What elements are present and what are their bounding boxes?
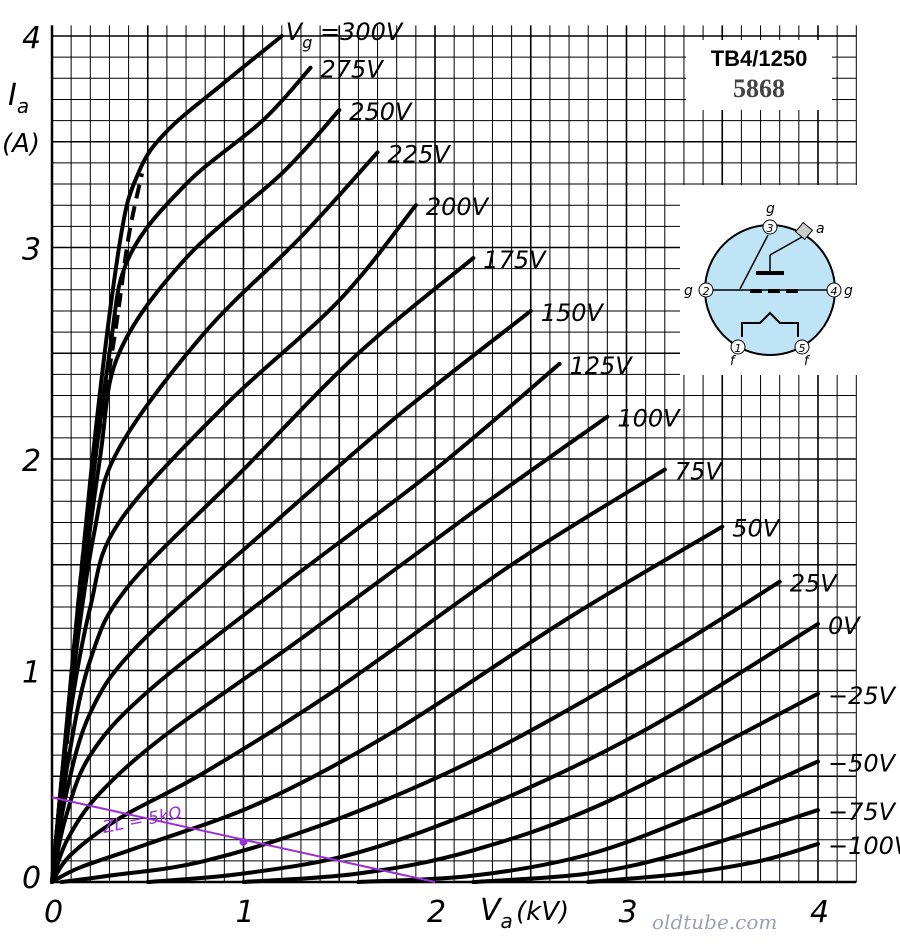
series-line xyxy=(471,808,820,884)
pin-5-circle xyxy=(794,339,810,355)
series-label: 150V xyxy=(541,299,605,327)
series-label: 200V xyxy=(426,193,490,221)
x-axis-unit: (kV) xyxy=(516,897,569,927)
series-line xyxy=(50,150,380,884)
tube-pinout-diagram: 3 2 4 1 5 f g g a g f xyxy=(680,185,860,375)
pinout-svg: 3 2 4 1 5 f g g a g f xyxy=(684,201,853,369)
series-label: 250V xyxy=(349,98,413,126)
series-line xyxy=(59,579,782,884)
series-label: 175V xyxy=(483,246,547,274)
series-line xyxy=(145,621,820,884)
anode-label: a xyxy=(816,221,825,237)
tick-labels: 0 1 2 3 4 0 1 2 3 4 xyxy=(22,21,829,930)
series-label: 125V xyxy=(569,352,633,380)
series-label: 0V xyxy=(828,612,861,640)
x-tick-label: 4 xyxy=(810,895,829,930)
tube-title-box: TB4/1250 5868 xyxy=(686,40,832,110)
tube-subtitle: 5868 xyxy=(733,74,785,103)
x-axis-label: Va xyxy=(480,893,513,933)
y-tick-label: 0 xyxy=(22,861,41,896)
series-label: 75V xyxy=(675,458,724,486)
pin-5-number: 5 xyxy=(799,342,806,355)
series-line xyxy=(50,414,610,884)
knee-envelope xyxy=(63,173,144,766)
y-axis-unit: (A) xyxy=(2,129,40,159)
series-label: 50V xyxy=(732,515,781,543)
series-label: −50V xyxy=(828,749,897,777)
anode-cap-icon xyxy=(794,221,814,241)
pin-1-number: 1 xyxy=(735,342,742,355)
anode-lead-out xyxy=(769,236,803,256)
series-label: Vg =300V xyxy=(286,18,404,52)
filament xyxy=(741,311,799,337)
plate-curves xyxy=(50,34,820,884)
pin-1-label: f xyxy=(730,354,737,369)
y-axis-label: Ia xyxy=(8,78,29,118)
series-line xyxy=(50,308,533,884)
x-tick-label: 1 xyxy=(236,895,255,930)
pin-4-circle xyxy=(826,282,842,298)
y-tick-label: 2 xyxy=(22,444,41,479)
pin-5-label: f xyxy=(804,354,811,369)
series-line xyxy=(356,759,820,884)
grid-lead-top xyxy=(739,234,769,290)
series-label: −25V xyxy=(828,682,897,710)
pin-3-circle xyxy=(762,219,778,235)
series-line xyxy=(50,467,667,884)
y-tick-label: 3 xyxy=(22,233,41,268)
pin-4-label: g xyxy=(844,283,853,299)
series-label: −75V xyxy=(828,798,897,826)
operating-point-marker xyxy=(239,837,248,846)
pin-2-label: g xyxy=(684,283,693,299)
pin-2-circle xyxy=(698,282,714,298)
pin-2-number: 2 xyxy=(703,285,710,298)
pin-4-number: 4 xyxy=(831,285,838,298)
x-tick-label: 2 xyxy=(427,895,446,930)
series-label: 225V xyxy=(388,140,452,168)
x-tick-label: 0 xyxy=(44,895,63,930)
series-line xyxy=(50,108,342,884)
load-line-label: ZL = 5kΩ xyxy=(100,803,183,838)
series-label: −100V xyxy=(828,832,900,860)
series-label: 100V xyxy=(617,405,681,433)
series-line xyxy=(586,841,820,884)
series-line xyxy=(241,691,820,884)
curve-labels: Vg =300V275V250V225V200V175V150V125V100V… xyxy=(286,18,900,860)
series-line xyxy=(50,524,725,884)
axes xyxy=(50,25,857,884)
pin-3-label: g xyxy=(766,201,775,217)
tube-title: TB4/1250 xyxy=(710,46,808,71)
series-line xyxy=(50,361,562,884)
y-tick-label: 1 xyxy=(22,656,41,691)
watermark: oldtube.com xyxy=(652,910,778,934)
pin-1-circle xyxy=(730,339,746,355)
pin-3-number: 3 xyxy=(767,222,774,235)
x-tick-label: 3 xyxy=(619,895,638,930)
y-tick-label: 4 xyxy=(22,21,41,56)
series-label: 25V xyxy=(790,570,839,598)
series-label: 275V xyxy=(321,56,385,84)
